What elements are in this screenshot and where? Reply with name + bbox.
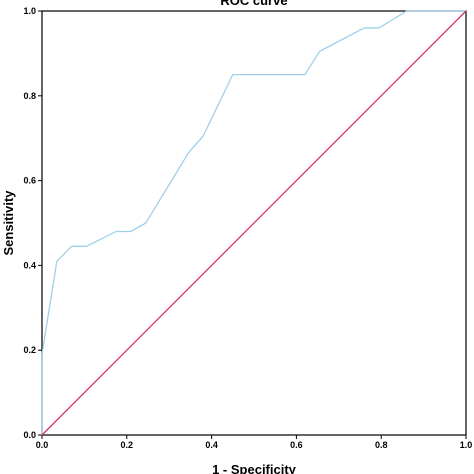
series-group [41, 10, 467, 436]
x-tick-label: 0.6 [290, 440, 303, 450]
y-tick-label: 0.4 [23, 260, 36, 270]
y-tick-label: 0.6 [23, 176, 36, 186]
x-tick-label: 0.0 [36, 440, 49, 450]
x-tick-label: 0.4 [205, 440, 218, 450]
x-tick-label: 1.0 [460, 440, 473, 450]
y-tick-label: 0.2 [23, 345, 36, 355]
x-tick-label: 0.8 [375, 440, 388, 450]
y-axis-title: Sensitivity [1, 190, 16, 256]
y-tick-label: 0.8 [23, 91, 36, 101]
y-tick-label: 0.0 [23, 430, 36, 440]
chart-title: ROC curve [220, 0, 287, 8]
reference-diagonal-line [41, 10, 467, 436]
y-tick-label: 1.0 [23, 6, 36, 16]
plot-frame [41, 10, 467, 436]
axis-ticks: 0.0 0.2 0.4 0.6 0.8 1.0 0.0 0.2 0.4 0.6 0.8 1.0 [23, 6, 472, 450]
roc-curve-line [41, 10, 466, 435]
x-axis-title: 1 - Specificity [212, 462, 297, 474]
x-tick-label: 0.2 [121, 440, 134, 450]
